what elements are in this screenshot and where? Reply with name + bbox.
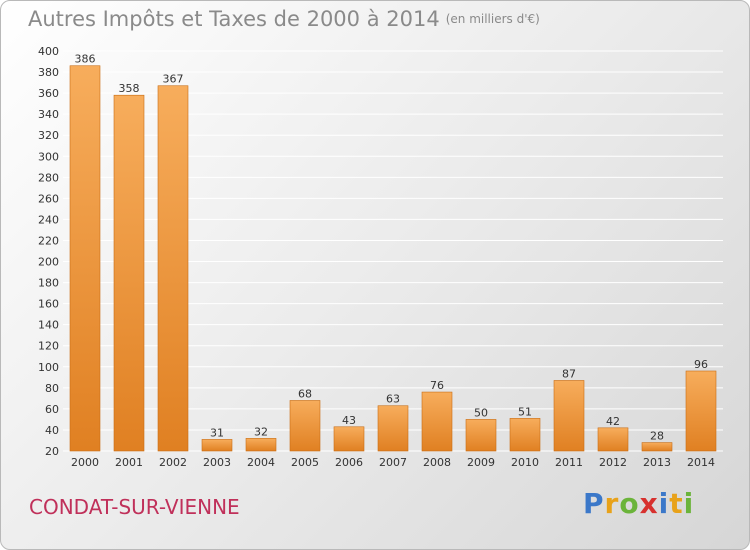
bar-2007 bbox=[377, 405, 409, 452]
x-tick-label: 2003 bbox=[203, 456, 231, 469]
x-tick-label: 2001 bbox=[115, 456, 143, 469]
label-layer: 20 40 60 80 100 120 140 160 180 200 220 240 260 280 30… bbox=[38, 45, 715, 469]
bar-2001 bbox=[113, 94, 145, 452]
bar-2003 bbox=[201, 439, 233, 452]
bar-2012 bbox=[597, 427, 629, 452]
y-tick-label: 160 bbox=[38, 298, 59, 311]
x-tick-label: 2007 bbox=[379, 456, 407, 469]
y-tick-label: 120 bbox=[38, 340, 59, 353]
y-tick-label: 220 bbox=[38, 234, 59, 247]
y-tick-label: 200 bbox=[38, 256, 59, 269]
x-tick-label: 2002 bbox=[159, 456, 187, 469]
y-tick-label: 340 bbox=[38, 108, 59, 121]
value-label: 358 bbox=[119, 82, 140, 95]
y-tick-label: 80 bbox=[45, 382, 59, 395]
value-label: 32 bbox=[254, 425, 268, 438]
y-tick-label: 320 bbox=[38, 129, 59, 142]
value-label: 87 bbox=[562, 367, 576, 380]
logo-letter: i bbox=[658, 487, 670, 520]
y-tick-label: 240 bbox=[38, 213, 59, 226]
bar-2005 bbox=[289, 400, 321, 452]
place-name: CONDAT-SUR-VIENNE bbox=[29, 495, 240, 519]
x-tick-label: 2010 bbox=[511, 456, 539, 469]
bar-2013 bbox=[641, 442, 673, 452]
x-tick-label: 2006 bbox=[335, 456, 363, 469]
bar-2011 bbox=[553, 380, 585, 452]
chart-unit: (en milliers d'€) bbox=[445, 12, 540, 26]
y-tick-label: 20 bbox=[45, 445, 59, 458]
x-tick-label: 2011 bbox=[555, 456, 583, 469]
y-tick-label: 280 bbox=[38, 171, 59, 184]
y-tick-label: 180 bbox=[38, 277, 59, 290]
value-label: 367 bbox=[163, 73, 184, 86]
logo-letter: o bbox=[619, 487, 640, 520]
bar-2009 bbox=[465, 419, 497, 452]
chart-title: Autres Impôts et Taxes de 2000 à 2014 (en… bbox=[28, 7, 540, 31]
proxiti-logo: Proxiti bbox=[583, 487, 694, 520]
y-tick-label: 360 bbox=[38, 87, 59, 100]
x-tick-label: 2014 bbox=[687, 456, 715, 469]
logo-letter: i bbox=[683, 487, 695, 520]
bar-layer bbox=[69, 65, 717, 452]
y-tick-label: 300 bbox=[38, 150, 59, 163]
y-tick-label: 400 bbox=[38, 45, 59, 58]
value-label: 96 bbox=[694, 358, 708, 371]
x-tick-label: 2009 bbox=[467, 456, 495, 469]
y-tick-label: 60 bbox=[45, 403, 59, 416]
value-label: 50 bbox=[474, 406, 488, 419]
value-label: 43 bbox=[342, 414, 356, 427]
value-label: 63 bbox=[386, 393, 400, 406]
value-label: 68 bbox=[298, 387, 312, 400]
bar-2006 bbox=[333, 426, 365, 452]
x-tick-label: 2008 bbox=[423, 456, 451, 469]
x-tick-label: 2004 bbox=[247, 456, 275, 469]
value-label: 42 bbox=[606, 415, 620, 428]
chart-title-text: Autres Impôts et Taxes de 2000 à 2014 bbox=[28, 7, 440, 31]
value-label: 28 bbox=[650, 430, 664, 443]
bar-2014 bbox=[685, 370, 717, 452]
bar-2002 bbox=[157, 85, 189, 452]
value-label: 51 bbox=[518, 405, 532, 418]
x-tick-label: 2013 bbox=[643, 456, 671, 469]
y-tick-label: 100 bbox=[38, 361, 59, 374]
value-label: 31 bbox=[210, 426, 224, 439]
logo-letter: t bbox=[669, 487, 684, 520]
bar-2010 bbox=[509, 418, 541, 452]
bar-2000 bbox=[69, 65, 101, 452]
logo-letter: x bbox=[639, 487, 659, 520]
y-tick-label: 40 bbox=[45, 424, 59, 437]
y-tick-label: 140 bbox=[38, 319, 59, 332]
y-tick-label: 260 bbox=[38, 192, 59, 205]
value-label: 76 bbox=[430, 379, 444, 392]
x-tick-label: 2005 bbox=[291, 456, 319, 469]
x-tick-label: 2012 bbox=[599, 456, 627, 469]
y-tick-label: 380 bbox=[38, 66, 59, 79]
bar-2004 bbox=[245, 438, 277, 452]
value-label: 386 bbox=[75, 53, 96, 66]
bar-2008 bbox=[421, 391, 453, 452]
logo-letter: P bbox=[583, 487, 605, 520]
logo-letter: r bbox=[604, 487, 620, 520]
x-tick-label: 2000 bbox=[71, 456, 99, 469]
